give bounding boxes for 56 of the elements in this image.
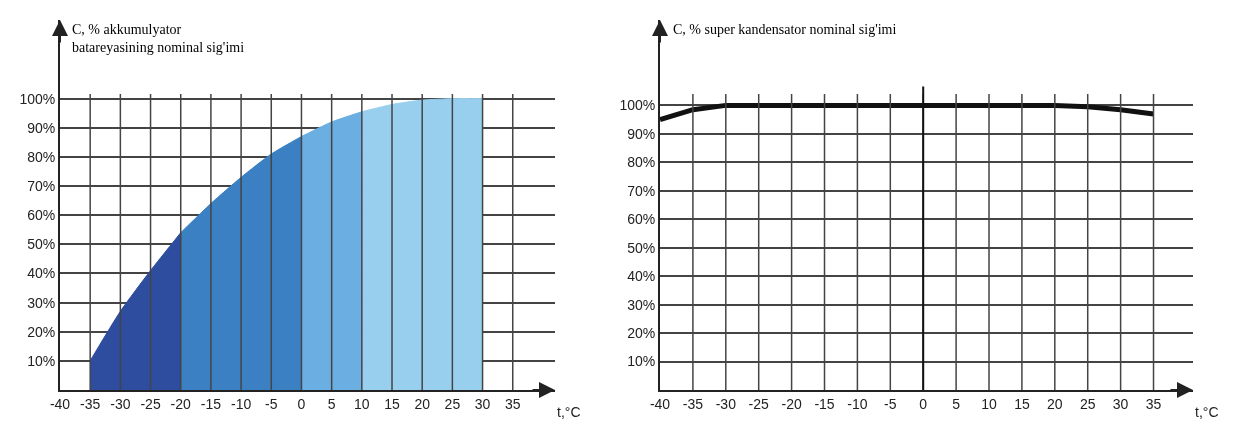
x-tick-label: 5	[327, 395, 336, 412]
x-tick-label: 0	[297, 395, 306, 412]
y-tick-label: 70%	[627, 182, 656, 199]
x-tick-label: -5	[884, 395, 897, 412]
x-tick-label: 25	[444, 395, 461, 412]
y-tick-label: 40%	[27, 265, 56, 282]
x-tick-label: 0	[919, 395, 928, 412]
x-axis-title: t,°C	[1195, 404, 1219, 420]
x-tick-label: 25	[1079, 395, 1096, 412]
x-tick-label: -35	[80, 395, 101, 412]
x-tick-label: -10	[230, 395, 252, 412]
y-tick-label: 20%	[627, 324, 656, 341]
x-tick-label: 5	[952, 395, 961, 412]
x-tick-label: 10	[354, 395, 370, 412]
x-tick-label: 35	[1145, 395, 1162, 412]
x-tick-label: -25	[748, 395, 770, 412]
y-tick-label: 30%	[627, 296, 656, 313]
x-tick-label: 35	[504, 395, 521, 412]
x-axis-title: t,°C	[557, 404, 581, 420]
y-tick-label: 10%	[627, 353, 656, 370]
x-tick-label: -15	[814, 395, 835, 412]
y-tick-label: 30%	[27, 294, 56, 311]
y-tick-label: 90%	[627, 125, 656, 142]
y-tick-label: 40%	[627, 268, 656, 285]
x-tick-label: -15	[200, 395, 222, 412]
x-tick-label: -35	[682, 395, 704, 412]
y-axis-title: C, % akkumulyator batareyasining nominal sig'imi	[72, 22, 245, 56]
x-tick-label: 30	[474, 395, 491, 412]
y-tick-label: 70%	[27, 177, 56, 194]
x-tick-label: -20	[781, 395, 802, 412]
y-tick-label: 80%	[27, 148, 56, 165]
y-tick-label: 100%	[619, 97, 656, 114]
y-tick-label: 90%	[27, 119, 56, 136]
x-tick-label: 10	[981, 395, 998, 412]
x-tick-label: 15	[1014, 395, 1030, 412]
y-axis-title: C, % super kandensator nominal sig'imi	[673, 22, 897, 37]
x-tick-label: 20	[1047, 395, 1063, 412]
x-tick-label: -30	[110, 395, 131, 412]
x-tick-label: -10	[847, 395, 868, 412]
y-tick-label: 10%	[27, 352, 56, 369]
y-tick-label: 60%	[27, 207, 56, 224]
y-tick-label: 60%	[627, 211, 656, 228]
x-tick-label: 20	[414, 395, 431, 412]
y-tick-label: 50%	[627, 239, 656, 256]
x-tick-label: -5	[265, 395, 278, 412]
x-tick-label: 30	[1112, 395, 1129, 412]
x-tick-label: 15	[384, 395, 401, 412]
x-tick-label: -20	[170, 395, 192, 412]
y-tick-label: 20%	[27, 323, 56, 340]
x-tick-label: -25	[140, 395, 161, 412]
y-tick-label: 100%	[19, 90, 56, 107]
y-tick-label: 50%	[27, 236, 56, 253]
y-tick-label: 80%	[627, 154, 656, 171]
x-tick-label: -40	[49, 395, 71, 412]
x-tick-label: -30	[715, 395, 737, 412]
x-tick-label: -40	[649, 395, 671, 412]
